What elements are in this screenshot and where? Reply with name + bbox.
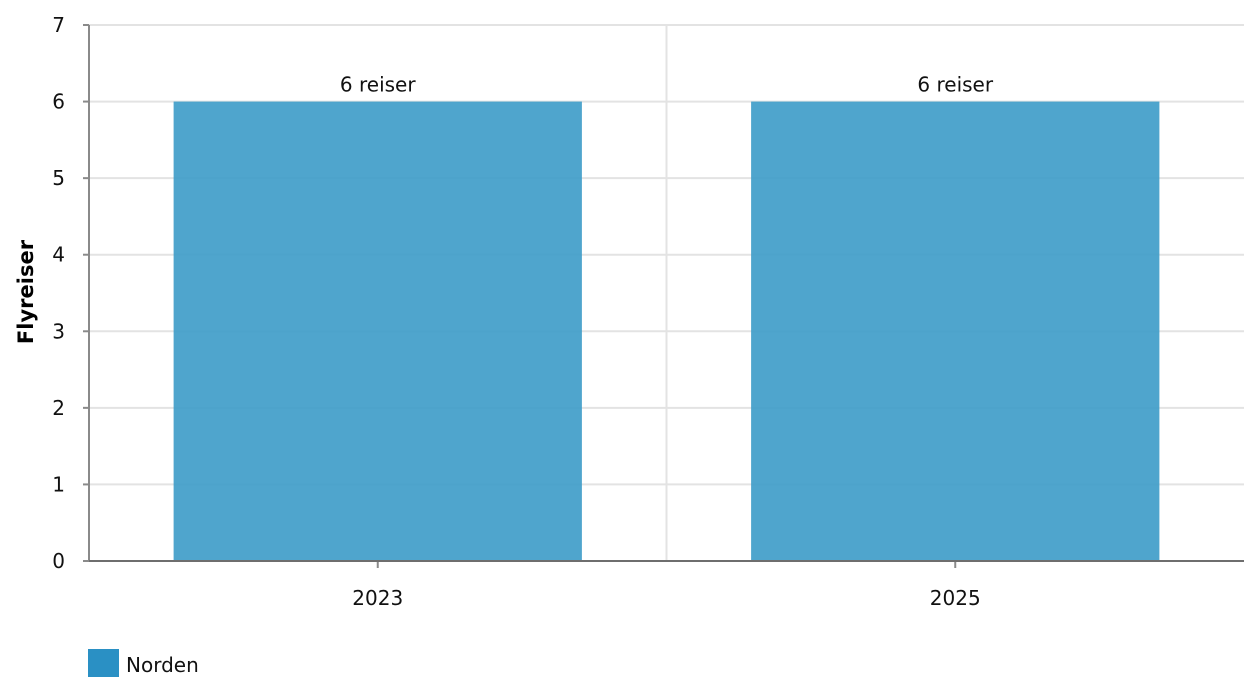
bar-2025 <box>751 101 1160 562</box>
legend-swatch-norden <box>88 649 119 677</box>
tick-labels: 0 1 2 3 4 5 6 7 2023 2025 <box>52 13 980 610</box>
y-tick-label-6: 6 <box>52 90 65 114</box>
data-label-2025: 6 reiser <box>917 73 993 97</box>
y-tick-label-4: 4 <box>52 243 65 267</box>
legend-label-norden: Norden <box>126 653 199 677</box>
y-tick-label-1: 1 <box>52 472 65 496</box>
axes <box>83 24 1244 568</box>
y-axis-label: Flyreiser <box>14 239 38 344</box>
x-tick-label-2023: 2023 <box>352 586 403 610</box>
data-label-2023: 6 reiser <box>340 73 416 97</box>
y-tick-label-5: 5 <box>52 166 65 190</box>
legend: Norden <box>88 649 199 677</box>
bar-2023 <box>173 101 582 562</box>
y-tick-label-0: 0 <box>52 549 65 573</box>
y-tick-label-7: 7 <box>52 13 65 37</box>
bars <box>173 101 1160 562</box>
data-labels: 6 reiser 6 reiser <box>340 73 994 97</box>
y-tick-label-2: 2 <box>52 396 65 420</box>
y-tick-label-3: 3 <box>52 319 65 343</box>
x-tick-label-2025: 2025 <box>930 586 981 610</box>
